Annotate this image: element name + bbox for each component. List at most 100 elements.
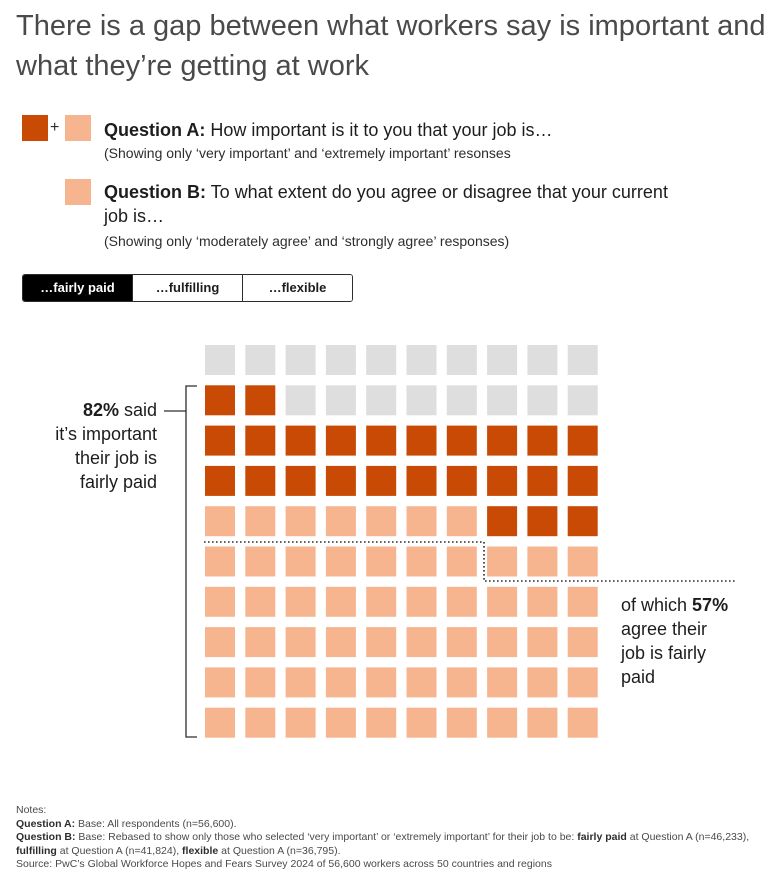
notes-source: Source: PwC’s Global Workforce Hopes and… [16, 858, 552, 870]
question-b-text: Question B: To what extent do you agree … [104, 180, 684, 228]
waffle-cell [527, 707, 558, 738]
waffle-cell [487, 707, 518, 738]
notes-b-fulfilling: fulfilling [16, 844, 57, 857]
waffle-cell [567, 345, 598, 375]
annotation-agree-prefix: of which [621, 595, 693, 615]
annotation-important-said: said [118, 400, 157, 420]
waffle-cell [527, 546, 558, 577]
notes: Notes: Question A: Base: All respondents… [16, 804, 766, 872]
chart-title: There is a gap between what workers say … [16, 10, 766, 82]
annotation-important-line3: their job is [74, 448, 157, 468]
waffle-cell [325, 465, 356, 496]
waffle-cell [285, 586, 316, 617]
waffle-cell [527, 425, 558, 456]
waffle-cell [325, 425, 356, 456]
waffle-cell [245, 627, 276, 658]
annotation-important-pct: 82% [82, 400, 119, 420]
notes-question-b: Question B: Base: Rebased to show only t… [16, 831, 766, 858]
waffle-cell [245, 586, 276, 617]
waffle-cell [446, 707, 477, 738]
waffle-cell [325, 506, 356, 537]
waffle-cell [205, 707, 235, 738]
waffle-cell [245, 465, 276, 496]
left-bracket [185, 385, 197, 738]
waffle-cell [527, 627, 558, 658]
waffle-cell [567, 667, 598, 698]
waffle-cell [285, 546, 316, 577]
waffle-cell [487, 586, 518, 617]
waffle-cell [406, 385, 437, 416]
question-a-sub: (Showing only ‘very important’ and ‘extr… [104, 145, 511, 161]
annotation-agree-line4: paid [621, 667, 656, 687]
waffle-cell [205, 425, 235, 456]
question-b-label: Question B: [104, 182, 206, 202]
waffle-cell [366, 667, 397, 698]
waffle-cell [446, 425, 477, 456]
annotation-agree-line2: agree their [621, 619, 708, 639]
notes-b-text2: at Question A (n=46,233), [626, 831, 750, 843]
waffle-cell [205, 385, 235, 416]
waffle-cell [527, 586, 558, 617]
annotation-important-line4: fairly paid [79, 472, 157, 492]
annotation-agree-line3: job is fairly [621, 643, 707, 663]
waffle-cell [205, 667, 235, 698]
waffle-cell [205, 465, 235, 496]
annotation-important: 82% said it’s important their job is fai… [20, 398, 157, 494]
waffle-cell [205, 345, 235, 375]
legend-swatch-dark [22, 115, 48, 141]
question-a-body: How important is it to you that your job… [205, 120, 553, 140]
waffle-cell [406, 546, 437, 577]
waffle-cell [285, 667, 316, 698]
notes-b-text4: at Question A (n=36,795). [218, 844, 341, 857]
waffle-cell [245, 546, 276, 577]
waffle-cell [406, 345, 437, 375]
waffle-cell [366, 345, 397, 375]
waffle-cell [527, 465, 558, 496]
waffle-cell [205, 627, 235, 658]
waffle-cell [366, 465, 397, 496]
tab-flexible[interactable]: …flexible [243, 275, 352, 301]
waffle-cell [325, 546, 356, 577]
waffle-cell [487, 627, 518, 658]
question-a-text: Question A: How important is it to you t… [104, 118, 744, 142]
waffle-cell [285, 465, 316, 496]
waffle-cell [406, 627, 437, 658]
waffle-cell [567, 707, 598, 738]
waffle-cell [487, 425, 518, 456]
waffle-cell [406, 707, 437, 738]
waffle-cell [487, 345, 518, 375]
waffle-cell [325, 707, 356, 738]
notes-question-a: Question A: Base: All respondents (n=56,… [16, 818, 766, 832]
waffle-cell [285, 385, 316, 416]
waffle-cell [245, 425, 276, 456]
waffle-cell [245, 385, 276, 416]
waffle-cell [285, 345, 316, 375]
waffle-cell [325, 667, 356, 698]
waffle-cell [527, 667, 558, 698]
waffle-cell [446, 345, 477, 375]
waffle-cell [406, 506, 437, 537]
dotted-boundary-line [204, 541, 735, 582]
annotation-important-line2: it’s important [55, 424, 157, 444]
waffle-cell [285, 627, 316, 658]
waffle-cell [325, 385, 356, 416]
waffle-cell [567, 546, 598, 577]
question-a-label: Question A: [104, 120, 206, 140]
waffle-cell [245, 667, 276, 698]
waffle-cell [446, 627, 477, 658]
legend-plus: + [50, 119, 60, 136]
notes-a-label: Question A: [16, 817, 76, 830]
waffle-cells [205, 345, 598, 738]
notes-b-text1: Base: Rebased to show only those who sel… [75, 831, 578, 843]
tab-fairly-paid[interactable]: …fairly paid [23, 275, 133, 301]
tab-fulfilling[interactable]: …fulfilling [133, 275, 243, 301]
waffle-cell [366, 586, 397, 617]
waffle-cell [245, 506, 276, 537]
waffle-cell [366, 546, 397, 577]
waffle-cell [446, 506, 477, 537]
waffle-cell [487, 385, 518, 416]
category-tabs: …fairly paid …fulfilling …flexible [22, 274, 353, 302]
annotation-agree-pct: 57% [692, 595, 729, 615]
waffle-cell [205, 586, 235, 617]
